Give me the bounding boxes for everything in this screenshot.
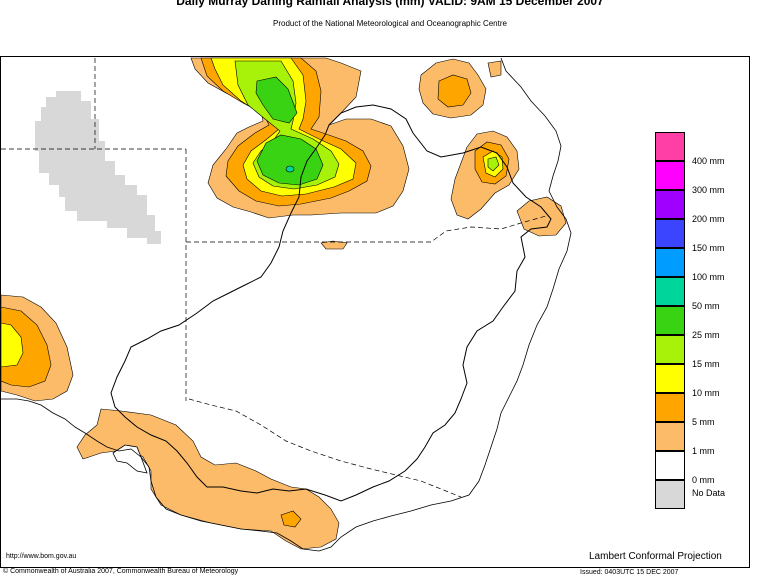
rain-10mm-west (1, 322, 24, 368)
legend-swatch (655, 364, 685, 393)
rain-5mm-west (1, 306, 52, 388)
projection-label: Lambert Conformal Projection (589, 551, 722, 562)
no-data-region (35, 91, 161, 244)
legend-label: 200 mm (692, 214, 725, 224)
rain-50mm-north (285, 165, 295, 173)
issued-time: Issued: 0403UTC 15 DEC 2007 (580, 569, 679, 576)
legend-swatch (655, 190, 685, 219)
legend-swatch (655, 248, 685, 277)
port-phillip-bay (112, 444, 148, 474)
legend-label: 1 mm (692, 446, 715, 456)
map-subtitle: Product of the National Meteorological a… (273, 19, 507, 28)
legend-swatch (655, 306, 685, 335)
state-border (188, 398, 462, 498)
rain-1mm-victoria (76, 408, 340, 550)
legend-label: 10 mm (692, 388, 720, 398)
legend-label: 300 mm (692, 185, 725, 195)
rainfall-map-svg (1, 57, 572, 552)
map-title: Daily Murray Darling Rainfall Analysis (… (176, 0, 604, 8)
legend-swatch (655, 480, 685, 509)
rainfall-map (0, 56, 750, 568)
rain-5mm-northeast (437, 74, 472, 108)
rain-5mm-victoria (280, 510, 302, 528)
rain-1mm-small (320, 240, 348, 250)
legend-label: 50 mm (692, 301, 720, 311)
legend-label: 5 mm (692, 417, 715, 427)
legend-swatch (655, 422, 685, 451)
legend-swatch (655, 219, 685, 248)
rain-25mm-north-a (255, 76, 298, 124)
legend-swatch (655, 393, 685, 422)
legend-label: No Data (692, 488, 726, 498)
rain-25mm-north-b (256, 134, 324, 186)
legend-swatch (655, 161, 685, 190)
rain-1mm-coast-mid (516, 196, 567, 237)
legend-label: 100 mm (692, 272, 725, 282)
legend-swatch (655, 451, 685, 480)
legend-label: 400 mm (692, 156, 725, 166)
legend-swatch (655, 335, 685, 364)
legend-label: 0 mm (692, 475, 715, 485)
basin-boundary (110, 104, 552, 502)
source-url: http://www.bom.gov.au (6, 553, 77, 560)
coastline (1, 57, 572, 552)
legend-label: 150 mm (692, 243, 725, 253)
copyright-notice: © Commonwealth of Australia 2007, Common… (3, 568, 239, 575)
legend-label: 15 mm (692, 359, 720, 369)
legend-swatch (655, 132, 685, 161)
legend-swatch (655, 277, 685, 306)
rain-1mm-coast-north (487, 60, 502, 78)
rain-15mm-tenterfield (487, 156, 500, 172)
state-border (186, 215, 547, 243)
legend-label: 25 mm (692, 330, 720, 340)
